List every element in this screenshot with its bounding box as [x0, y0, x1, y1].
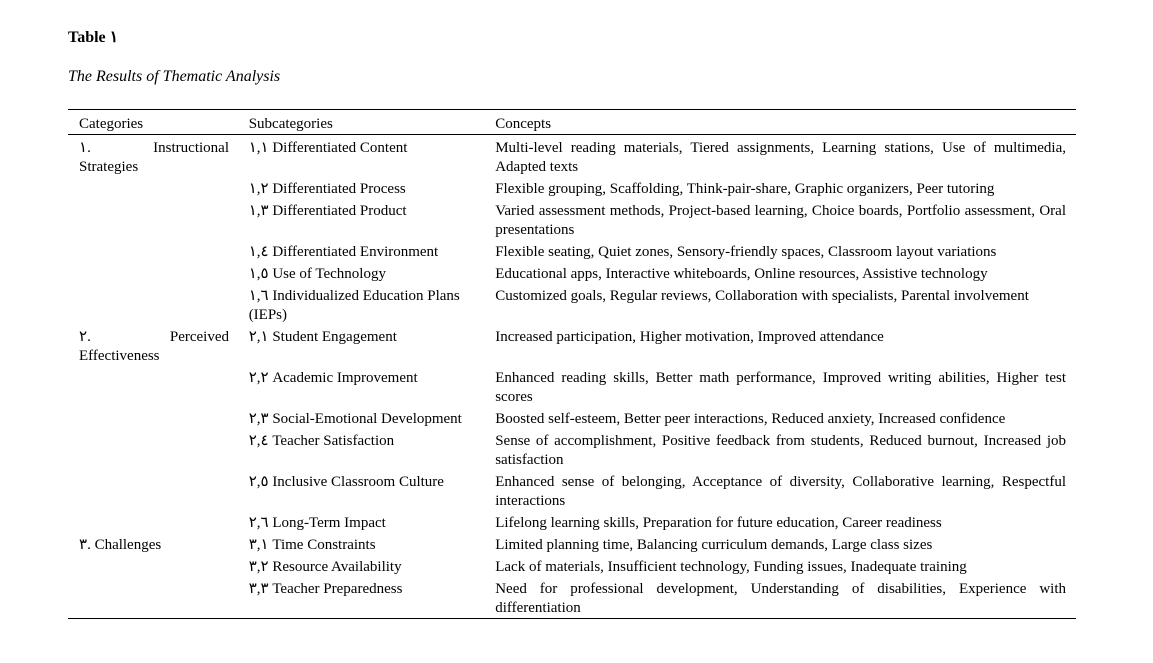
table-body: ١. Instructional Strategies ١,١ Different…: [68, 135, 1076, 619]
table-row: ٣,٣ Teacher Preparedness Need for profess…: [68, 577, 1076, 619]
subcategory-cell: ١,٥ Use of Technology: [248, 266, 386, 282]
subcategory-cell: ١,٤ Differentiated Environment: [248, 244, 439, 260]
table-caption: The Results of Thematic Analysis: [68, 68, 281, 85]
concepts-cell: Flexible seating, Quiet zones, Sensory-f…: [495, 244, 997, 260]
subcategory-cell: ١,٢ Differentiated Process: [248, 181, 406, 197]
concepts-cell: Flexible grouping, Scaffolding, Think-pa…: [495, 181, 995, 197]
table-row: ١,٣ Differentiated Product Varied assessm…: [68, 199, 1076, 240]
table-row: ٢,٢ Academic Improvement Enhanced reading…: [68, 366, 1076, 407]
table-row: ٢,٦ Long-Term Impact Lifelong learning sk…: [68, 511, 1076, 533]
category-cell: [68, 366, 249, 407]
subcategory-cell: ٢,٦ Long-Term Impact: [248, 515, 386, 531]
table-row: ٢,٤ Teacher Satisfaction Sense of accompl…: [68, 429, 1076, 470]
header-concepts: Concepts: [495, 109, 1076, 135]
category-cell: [68, 407, 249, 429]
table-row: ١. Instructional Strategies ١,١ Different…: [68, 135, 1076, 178]
category-cell: [68, 577, 249, 619]
category-cell: [68, 177, 249, 199]
category-cell: [68, 199, 249, 240]
table-row: ٢. Perceived Effectiveness ٢,١ Student En…: [68, 325, 1076, 366]
table-row: ٢,٥ Inclusive Classroom Culture Enhanced …: [68, 470, 1076, 511]
subcategory-cell: ٣,٢ Resource Availability: [248, 559, 402, 575]
category-cell: [68, 284, 249, 325]
category-text: ٢. Perceived Effectiveness: [79, 329, 229, 364]
category-cell: [68, 240, 249, 262]
concepts-cell: Lifelong learning skills, Preparation fo…: [495, 515, 942, 531]
concepts-cell: Enhanced reading skills, Better math per…: [495, 370, 1066, 405]
subcategory-cell: ٣,٣ Teacher Preparedness: [248, 577, 496, 619]
subcategory-cell: ١,٣ Differentiated Product: [248, 203, 407, 219]
concepts-cell: Varied assessment methods, Project-based…: [495, 203, 1066, 238]
subcategory-cell: ١,٦ Individualized Education Plans (IEPs…: [248, 288, 460, 323]
category-cell: [68, 470, 249, 511]
category-cell: [68, 511, 249, 533]
concepts-cell: Enhanced sense of belonging, Acceptance …: [495, 474, 1066, 509]
concepts-cell: Lack of materials, Insufficient technolo…: [495, 559, 967, 575]
subcategory-cell: ٢,١ Student Engagement: [248, 329, 397, 345]
header-categories: Categories: [68, 109, 249, 135]
table-row: ١,٥ Use of Technology Educational apps, I…: [68, 262, 1076, 284]
subcategory-cell: ١,١ Differentiated Content: [248, 140, 408, 156]
concepts-cell: Sense of accomplishment, Positive feedba…: [495, 433, 1066, 468]
subcategory-cell: ٢,٢ Academic Improvement: [248, 370, 418, 386]
subcategory-cell: ٣,١ Time Constraints: [248, 537, 376, 553]
subcategory-cell: ٢,٤ Teacher Satisfaction: [248, 433, 395, 449]
concepts-cell: Boosted self-esteem, Better peer interac…: [495, 411, 1006, 427]
category-cell: ٢. Perceived Effectiveness: [68, 325, 249, 366]
header-row: Categories Subcategories Concepts: [68, 109, 1076, 135]
category-cell: [68, 262, 249, 284]
category-cell: [68, 555, 249, 577]
table-row: ١,٦ Individualized Education Plans (IEPs…: [68, 284, 1076, 325]
subcategory-cell: ٢,٣ Social-Emotional Development: [248, 411, 462, 427]
table-row: ٢,٣ Social-Emotional Development Boosted …: [68, 407, 1076, 429]
concepts-cell: Need for professional development, Under…: [495, 577, 1076, 619]
thematic-analysis-table: Categories Subcategories Concepts ١. Ins…: [68, 109, 1076, 619]
concepts-cell: Increased participation, Higher motivati…: [495, 329, 884, 345]
category-cell: [68, 429, 249, 470]
concepts-cell: Customized goals, Regular reviews, Colla…: [495, 288, 1029, 304]
subcategory-cell: ٢,٥ Inclusive Classroom Culture: [248, 474, 444, 490]
table-row: ٣. Challenges ٣,١ Time Constraints Limited…: [68, 533, 1076, 555]
header-subcategories: Subcategories: [248, 109, 496, 135]
table-title: Table ١: [68, 29, 119, 46]
table-row: ١,٢ Differentiated Process Flexible group…: [68, 177, 1076, 199]
table-row: ٣,٢ Resource Availability Lack of materia…: [68, 555, 1076, 577]
table-row: ١,٤ Differentiated Environment Flexible s…: [68, 240, 1076, 262]
category-cell: ٣. Challenges: [68, 533, 249, 555]
concepts-cell: Limited planning time, Balancing curricu…: [495, 537, 933, 553]
category-text: ٣. Challenges: [79, 537, 162, 553]
concepts-cell: Educational apps, Interactive whiteboard…: [495, 266, 988, 282]
category-cell: ١. Instructional Strategies: [68, 135, 249, 178]
category-text: ١. Instructional Strategies: [79, 140, 229, 175]
concepts-cell: Multi-level reading materials, Tiered as…: [495, 140, 1066, 175]
